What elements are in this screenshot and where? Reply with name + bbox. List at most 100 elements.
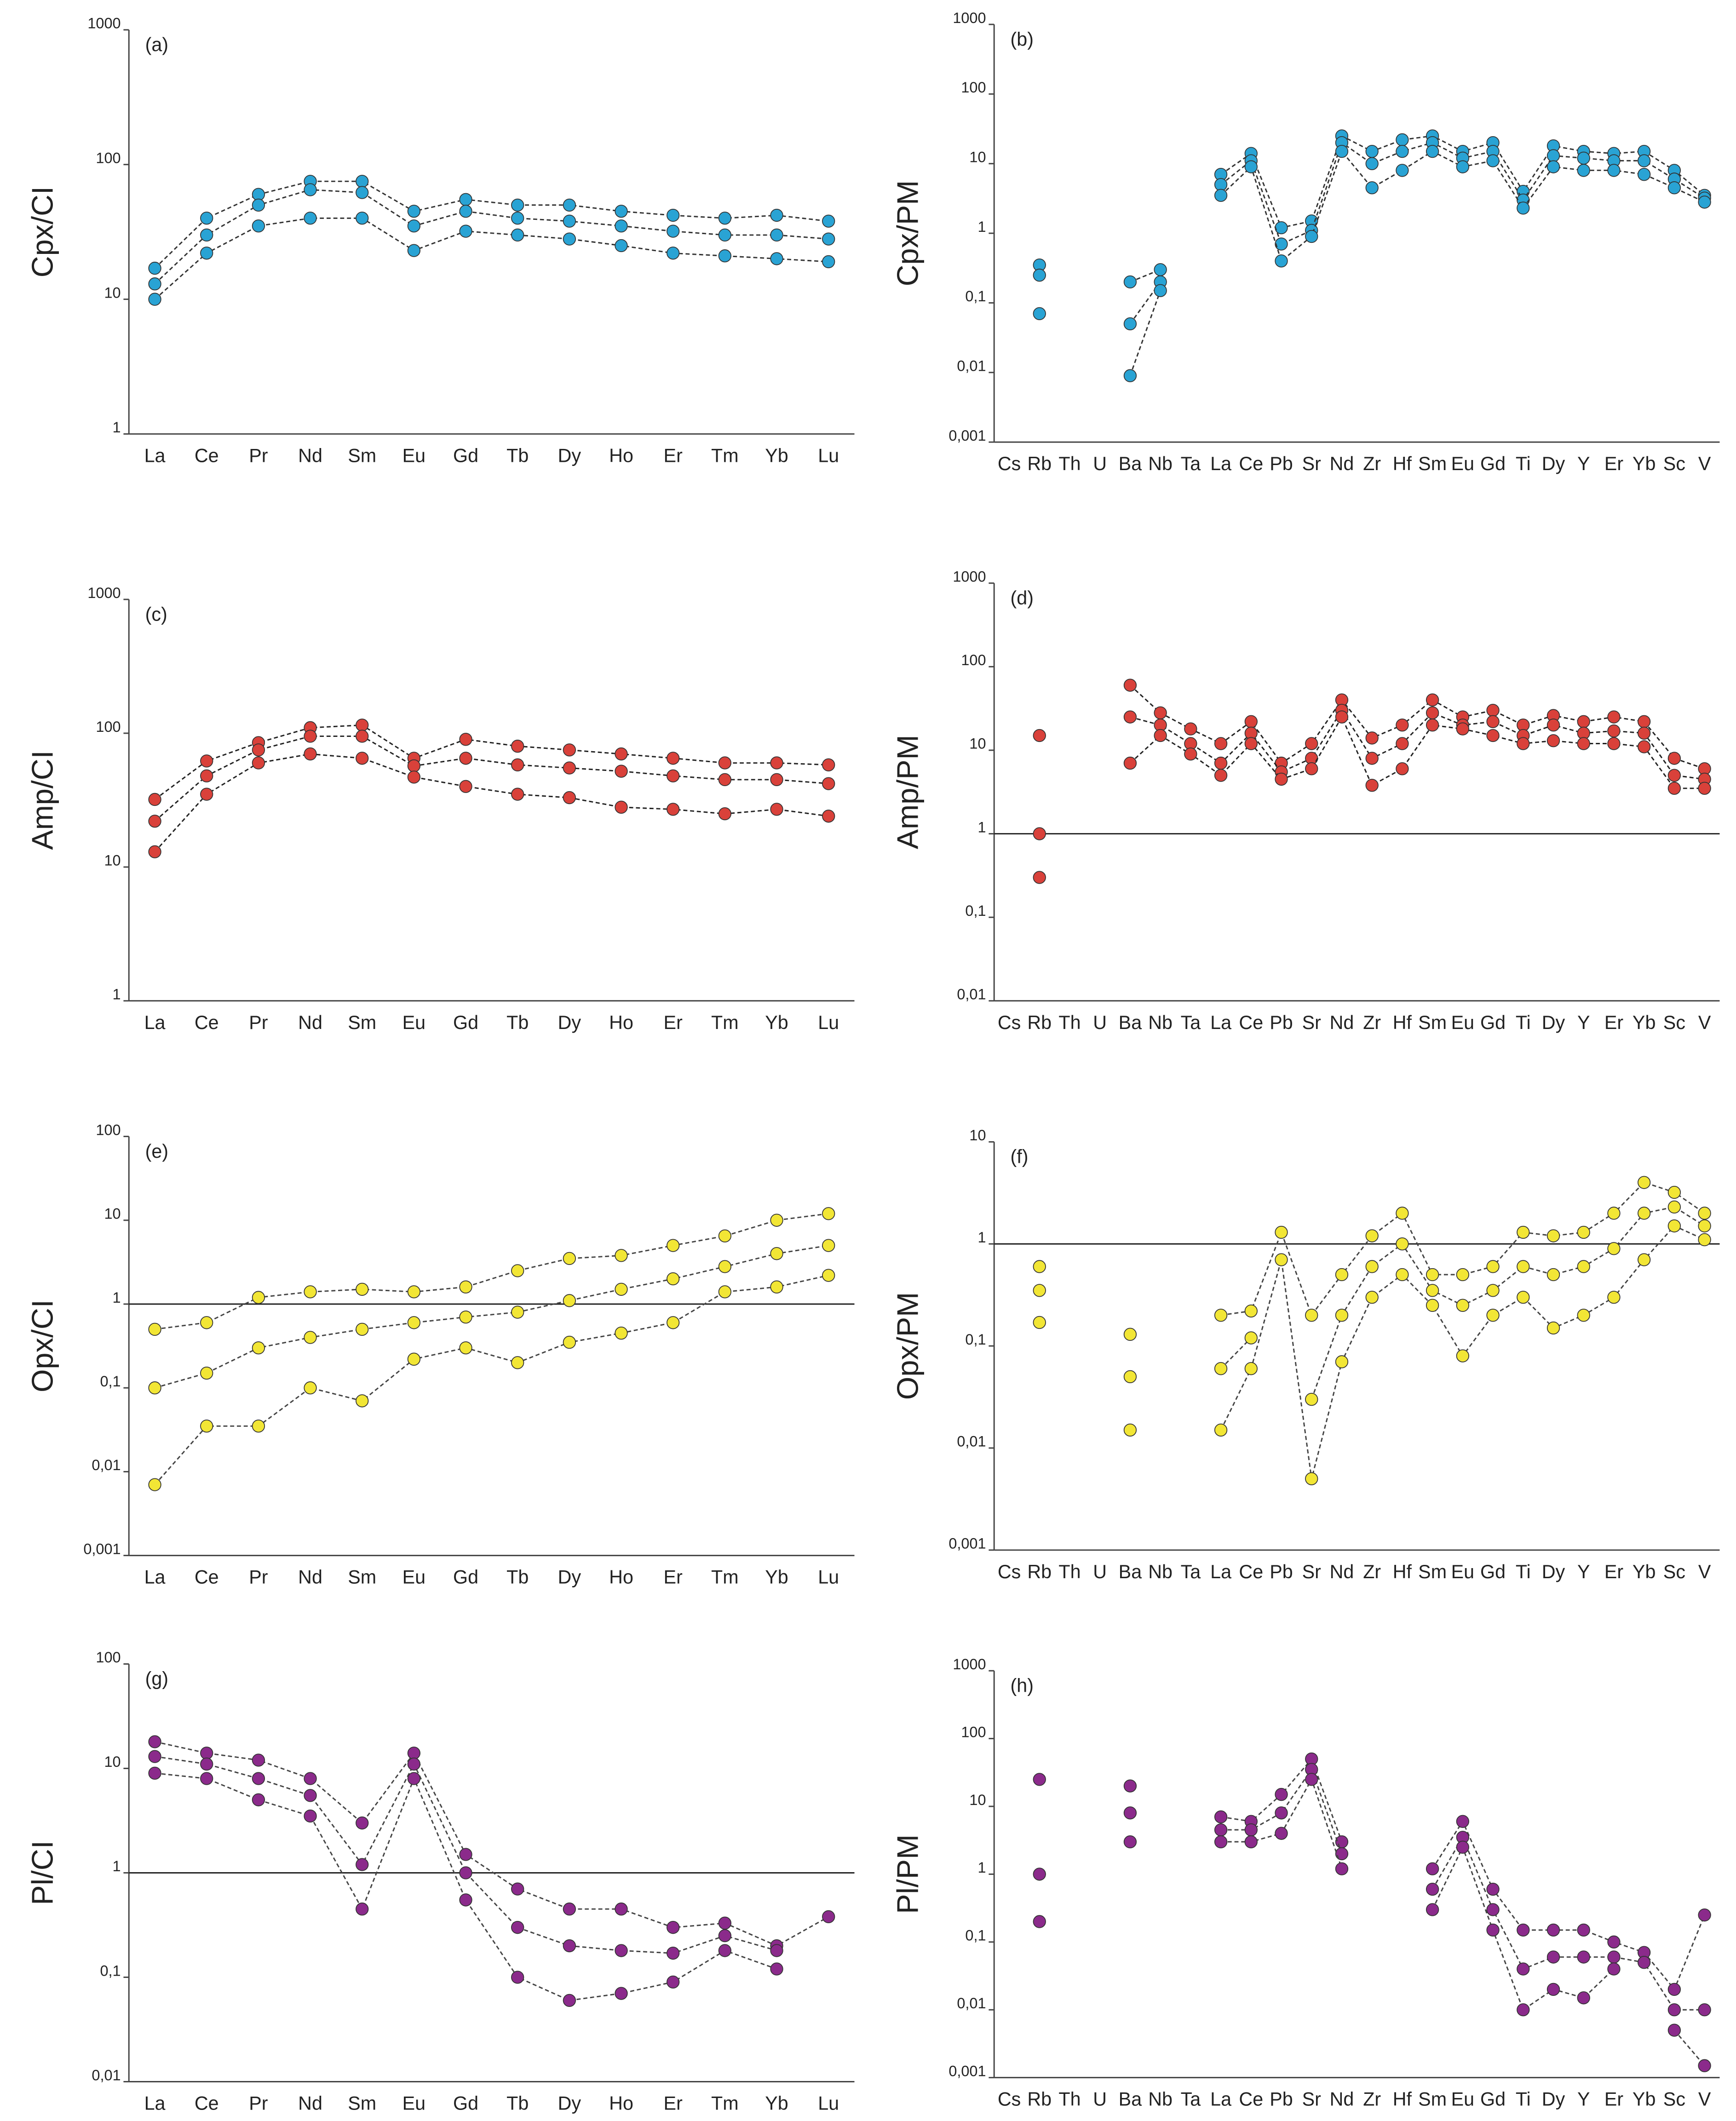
data-point bbox=[356, 1816, 369, 1830]
series-line bbox=[154, 189, 829, 285]
data-point bbox=[148, 261, 161, 275]
x-tick-label: Lu bbox=[818, 445, 839, 466]
x-tick-label: Ho bbox=[609, 1012, 633, 1033]
y-tick-label: 10 bbox=[104, 1753, 121, 1770]
data-point bbox=[407, 1772, 421, 1785]
data-point bbox=[1667, 769, 1681, 782]
x-tick-label: Sm bbox=[1418, 453, 1447, 474]
data-point bbox=[1275, 1788, 1288, 1801]
data-point bbox=[1244, 160, 1258, 173]
data-point bbox=[615, 1327, 628, 1340]
data-point bbox=[1698, 2003, 1711, 2017]
x-tick-label: Rb bbox=[1027, 453, 1052, 474]
x-tick-label: Lu bbox=[818, 1567, 839, 1588]
data-point bbox=[200, 212, 213, 225]
x-tick-label: Tm bbox=[711, 1567, 739, 1588]
data-point bbox=[667, 752, 680, 765]
x-tick-label: Sr bbox=[1302, 1012, 1322, 1033]
x-tick-label: La bbox=[1210, 1012, 1231, 1033]
data-point bbox=[304, 183, 317, 196]
data-point bbox=[1123, 317, 1137, 331]
data-point bbox=[1517, 737, 1530, 750]
x-tick-label: Eu bbox=[402, 1012, 425, 1033]
x-tick-label: Nd bbox=[298, 1012, 322, 1033]
x-tick-label: Eu bbox=[1451, 453, 1474, 474]
data-point bbox=[511, 787, 524, 801]
data-point bbox=[356, 730, 369, 743]
y-axis-label: Cpx/PM bbox=[891, 180, 925, 287]
data-point bbox=[1396, 133, 1409, 147]
x-tick-label: Hf bbox=[1393, 1561, 1412, 1582]
data-point bbox=[1426, 1284, 1439, 1297]
data-point bbox=[1214, 1362, 1228, 1375]
x-tick-label: Sr bbox=[1302, 453, 1322, 474]
x-tick-label: Nd bbox=[1330, 453, 1354, 474]
data-point bbox=[1123, 1779, 1137, 1793]
data-point bbox=[1607, 710, 1621, 724]
x-tick-label: Gd bbox=[1480, 1561, 1506, 1582]
data-point bbox=[1517, 1923, 1530, 1937]
y-tick-label: 0,1 bbox=[965, 288, 986, 305]
data-point bbox=[1698, 1908, 1711, 1922]
x-tick-label: Ce bbox=[1239, 1561, 1263, 1582]
data-point bbox=[1275, 221, 1288, 235]
x-tick-label: Sc bbox=[1663, 1012, 1685, 1033]
data-point bbox=[304, 1809, 317, 1823]
data-point bbox=[822, 214, 835, 228]
data-point bbox=[1486, 1903, 1500, 1916]
x-tick-label: Nb bbox=[1148, 2089, 1173, 2110]
x-tick-label: U bbox=[1093, 2089, 1107, 2110]
y-axis-label: Opx/PM bbox=[891, 1292, 925, 1400]
data-point bbox=[822, 810, 835, 823]
x-tick-label: Gd bbox=[453, 2093, 478, 2114]
data-point bbox=[1033, 1316, 1046, 1329]
x-tick-label: Pr bbox=[249, 445, 268, 466]
x-tick-label: Ti bbox=[1516, 2089, 1531, 2110]
data-point bbox=[356, 752, 369, 765]
data-point bbox=[200, 769, 213, 782]
data-point bbox=[718, 1929, 732, 1943]
data-point bbox=[770, 756, 783, 770]
data-point bbox=[822, 1207, 835, 1220]
data-point bbox=[1546, 734, 1560, 747]
data-point bbox=[1214, 1309, 1228, 1322]
data-point bbox=[459, 1311, 472, 1324]
y-axis-label: Opx/CI bbox=[26, 1299, 59, 1392]
x-tick-label: Ba bbox=[1119, 1012, 1142, 1033]
data-point bbox=[1396, 1237, 1409, 1251]
panel: 0,01 0,1 1 10 100 La Ce Pr Nd Sm Eu Gd Tb Dy Ho Er Tm Yb L… bbox=[26, 1649, 855, 2114]
y-tick-label: 1 bbox=[977, 218, 986, 235]
x-tick-label: Gd bbox=[453, 1567, 478, 1588]
x-tick-label: Sr bbox=[1302, 2089, 1322, 2110]
data-point bbox=[1517, 1225, 1530, 1239]
data-point bbox=[252, 219, 265, 233]
data-point bbox=[356, 1394, 369, 1408]
data-point bbox=[1365, 1260, 1379, 1273]
y-tick-label: 1 bbox=[112, 1289, 121, 1306]
y-tick-label: 100 bbox=[96, 149, 121, 166]
data-point bbox=[615, 1249, 628, 1262]
data-point bbox=[1365, 1229, 1379, 1242]
panel-label: (c) bbox=[145, 604, 167, 625]
data-point bbox=[1244, 1835, 1258, 1849]
data-point bbox=[459, 752, 472, 765]
data-point bbox=[1667, 782, 1681, 795]
data-point bbox=[1577, 1260, 1590, 1273]
y-tick-label: 0,1 bbox=[100, 1962, 121, 1979]
series-line bbox=[154, 736, 829, 822]
x-tick-label: Tb bbox=[506, 2093, 529, 2114]
data-point bbox=[1305, 1309, 1318, 1322]
data-point bbox=[511, 228, 524, 241]
data-point bbox=[1123, 678, 1137, 692]
data-point bbox=[148, 1735, 161, 1748]
x-tick-label: Lu bbox=[818, 1012, 839, 1033]
y-tick-label: 0,001 bbox=[83, 1540, 121, 1557]
y-tick-label: 1000 bbox=[87, 15, 121, 32]
data-point bbox=[1546, 160, 1560, 173]
x-tick-label: Sm bbox=[1418, 1561, 1447, 1582]
data-point bbox=[770, 1213, 783, 1227]
data-point bbox=[563, 1335, 576, 1349]
x-tick-label: V bbox=[1698, 2089, 1711, 2110]
panel-label: (a) bbox=[145, 34, 168, 55]
data-point bbox=[1517, 1260, 1530, 1273]
